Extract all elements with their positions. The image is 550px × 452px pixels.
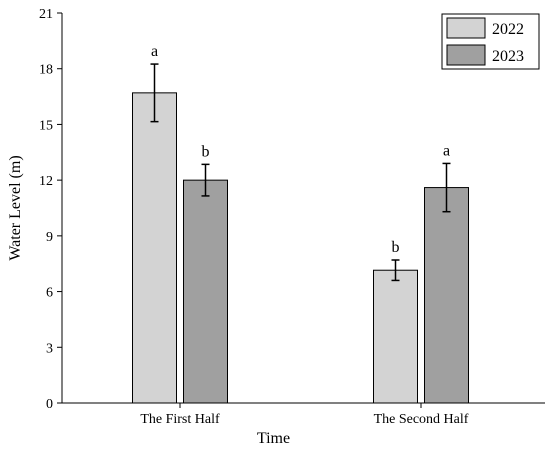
y-tick-label: 0	[46, 397, 53, 412]
y-tick-label: 6	[46, 286, 53, 301]
y-tick-label: 15	[39, 118, 53, 133]
bar	[373, 269, 418, 404]
y-axis-title: Water Level (m)	[7, 155, 24, 260]
x-tick-label: The First Half	[140, 412, 220, 427]
y-tick-label: 18	[39, 63, 53, 78]
legend: 2022 2023	[441, 13, 540, 70]
y-tick-label: 21	[39, 7, 53, 22]
legend-swatch	[446, 17, 486, 39]
bar	[183, 179, 228, 404]
y-tick-label: 12	[39, 174, 53, 189]
bar	[424, 187, 469, 404]
y-tick-label: 9	[46, 230, 53, 245]
legend-swatch	[446, 44, 486, 66]
x-tick-label: The Second Half	[374, 412, 469, 427]
significance-label: b	[392, 239, 400, 256]
significance-label: b	[202, 143, 210, 160]
bar	[132, 92, 177, 404]
y-tick-label: 3	[46, 341, 53, 356]
significance-label: a	[443, 142, 450, 159]
x-axis-title: Time	[257, 430, 290, 447]
legend-label: 2023	[492, 48, 524, 65]
plot-area: 0 3 6 9 12 15 18 21 The First Half a b The Second H…	[39, 7, 545, 427]
significance-label: a	[151, 43, 158, 60]
legend-label: 2022	[492, 21, 524, 38]
